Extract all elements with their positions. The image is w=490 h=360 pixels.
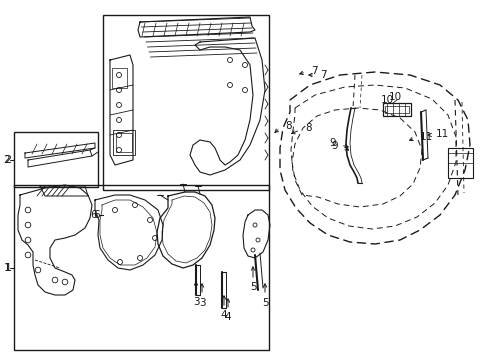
Text: 10: 10 [389,92,402,102]
Bar [112,68,127,88]
Text: 6: 6 [90,210,97,220]
Text: 1: 1 [4,263,11,273]
Text: 8: 8 [305,123,312,133]
Bar [14,132,98,187]
Text: 7: 7 [311,66,318,76]
Text: 2: 2 [4,155,10,165]
Text: 11: 11 [436,129,449,139]
Text: 2: 2 [4,155,12,165]
Bar [383,103,411,116]
Text: 7: 7 [320,70,327,80]
Text: 4: 4 [225,312,231,322]
Bar [448,148,473,178]
Bar [385,106,409,113]
Text: 3: 3 [198,298,205,308]
Text: 3: 3 [193,297,199,307]
Text: 9: 9 [331,141,338,151]
Bar [116,133,132,152]
Text: 1: 1 [4,263,10,273]
Bar [103,15,269,190]
Text: 4: 4 [220,310,227,320]
Text: 5: 5 [250,282,256,292]
Bar [113,130,135,155]
Text: 9: 9 [329,138,336,148]
Text: 10: 10 [380,95,393,105]
Text: 5: 5 [262,298,269,308]
Text: 8: 8 [285,121,292,131]
Text: 11: 11 [420,132,433,142]
Text: 6: 6 [94,210,100,220]
Bar [14,185,269,350]
